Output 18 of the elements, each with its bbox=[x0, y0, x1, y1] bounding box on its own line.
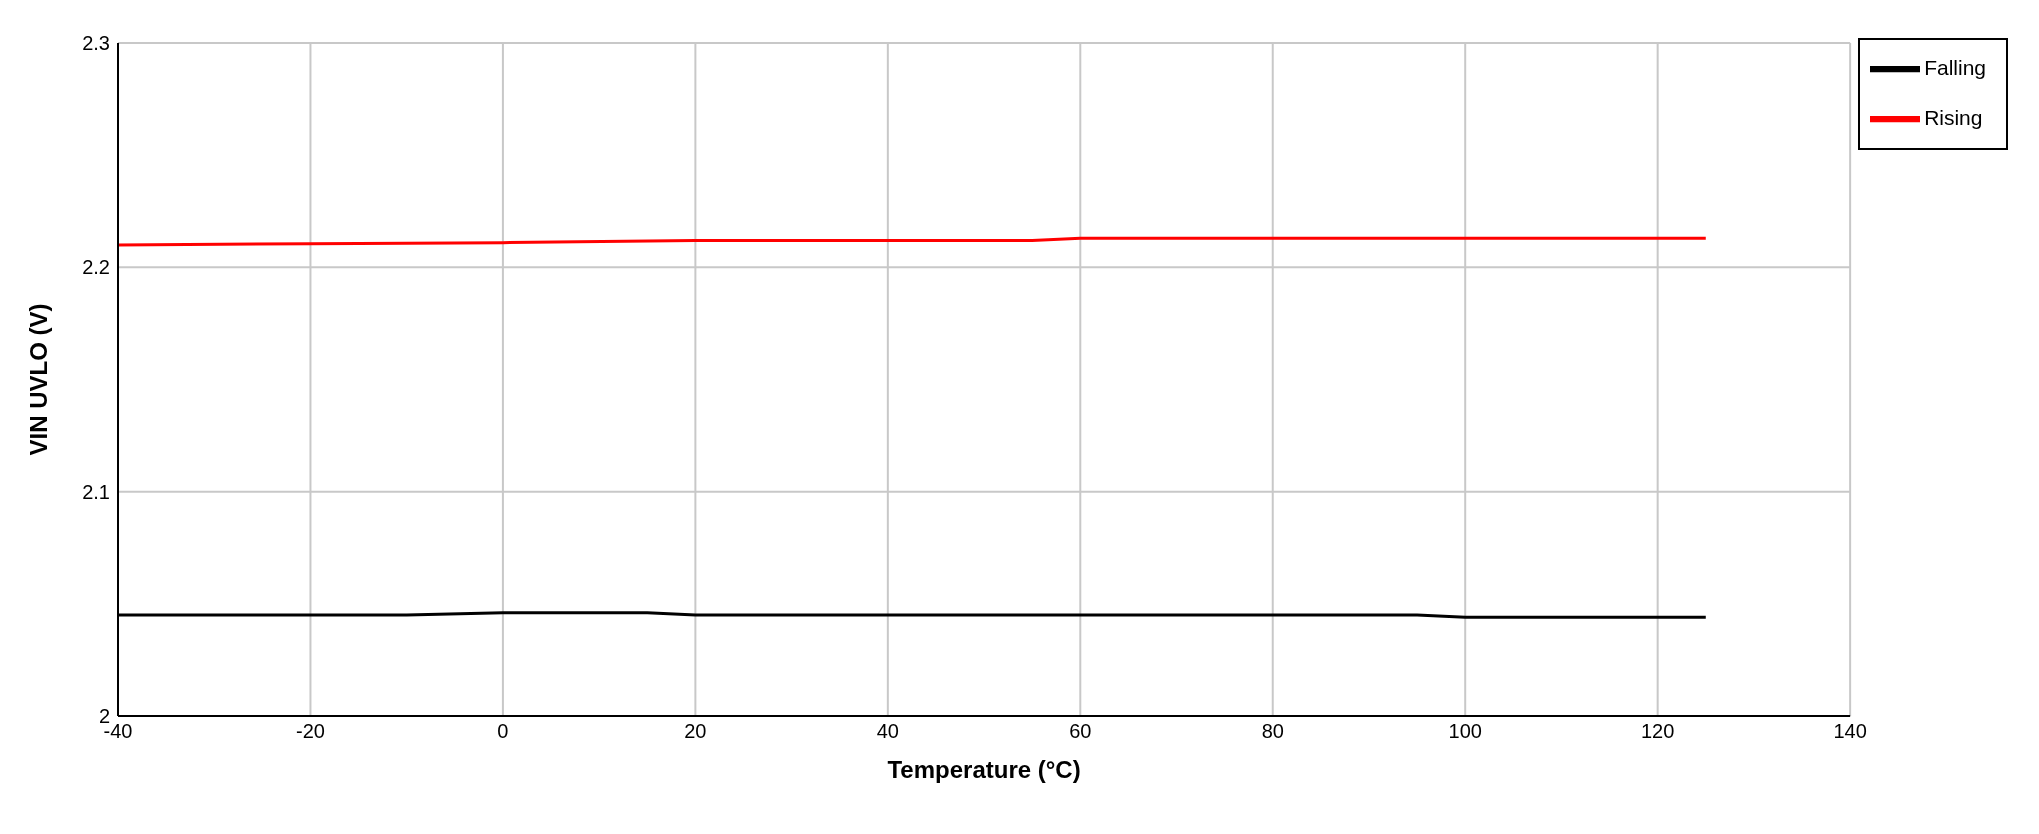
y-tick-label: 2.2 bbox=[82, 256, 110, 279]
y-tick-label: 2 bbox=[98, 705, 110, 728]
x-tick-label: -20 bbox=[296, 720, 325, 743]
x-tick-label: 100 bbox=[1448, 720, 1482, 743]
x-tick-label: 140 bbox=[1833, 720, 1867, 743]
y-axis-title: VIN UVLO (V) bbox=[24, 303, 52, 456]
x-axis-title: Temperature (°C) bbox=[887, 756, 1081, 783]
y-tick-label: 2.3 bbox=[82, 32, 110, 55]
legend-label: Rising bbox=[1924, 105, 1983, 129]
y-tick-label: 2.1 bbox=[82, 480, 110, 503]
line-series bbox=[118, 236, 1708, 247]
x-tick-label: 0 bbox=[497, 720, 509, 743]
x-tick-label: 40 bbox=[876, 720, 899, 743]
x-tick-label: 80 bbox=[1261, 720, 1284, 743]
x-tick-label: 20 bbox=[684, 720, 707, 743]
legend-label: Falling bbox=[1924, 55, 1986, 79]
x-tick-label: 60 bbox=[1069, 720, 1092, 743]
x-tick-label: 120 bbox=[1640, 720, 1675, 743]
